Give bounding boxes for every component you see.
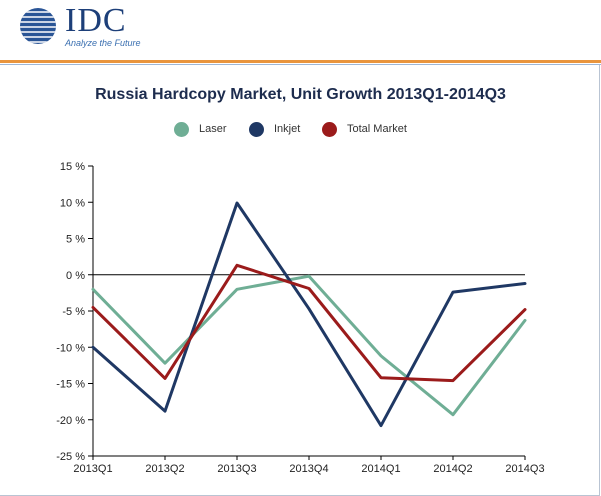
y-tick-label: 0 % [66,270,85,282]
header: IDC Analyze the Future [0,0,601,60]
y-tick-label: 5 % [66,234,85,246]
x-tick-label: 2013Q3 [217,463,256,475]
y-tick-label: 10 % [60,197,85,209]
x-tick-label: 2014Q2 [433,463,472,475]
chart-title: Russia Hardcopy Market, Unit Growth 2013… [95,86,506,103]
y-tick-label: -15 % [56,379,85,391]
header-rule [0,60,601,63]
chart-legend: Laser Inkjet Total Market [0,121,601,139]
y-tick-label: -5 % [62,306,85,318]
x-tick-label: 2014Q1 [361,463,400,475]
y-tick-label: -20 % [56,415,85,427]
brand-name: IDC [65,2,127,39]
x-tick-label: 2013Q1 [73,463,112,475]
x-tick-label: 2013Q4 [289,463,328,475]
legend-swatch-inkjet [249,122,264,137]
y-tick-label: -25 % [56,451,85,463]
legend-label-inkjet: Inkjet [274,123,301,135]
legend-swatch-laser [174,122,189,137]
series-line-inkjet [91,201,527,428]
series-line-laser [91,274,527,417]
legend-label-total-market: Total Market [347,123,407,135]
globe-icon [16,6,60,51]
header-rule-secondary [0,64,601,65]
brand-tagline: Analyze the Future [65,38,141,48]
series-line-total-market [91,263,527,383]
x-tick-label: 2014Q3 [505,463,544,475]
legend-swatch-total-market [322,122,337,137]
y-tick-label: 15 % [60,161,85,173]
legend-label-laser: Laser [199,123,227,135]
y-tick-label: -10 % [56,342,85,354]
x-tick-label: 2013Q2 [145,463,184,475]
